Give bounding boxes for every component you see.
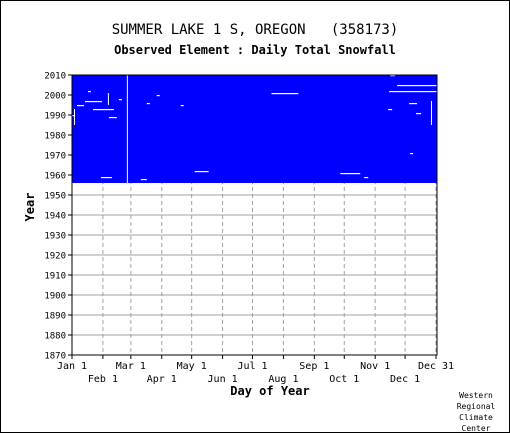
missing-data-segment [194, 171, 209, 173]
x-tick-label: Jan 1 [57, 361, 87, 372]
y-tick-label: 1960 [44, 172, 66, 182]
missing-data-segment [364, 177, 369, 179]
y-axis-label: Year [23, 193, 37, 222]
missing-data-segment [76, 105, 84, 107]
y-tick-label: 1930 [44, 232, 66, 242]
x-tick-label: Jul 1 [237, 361, 267, 372]
missing-data-column [107, 93, 109, 105]
x-axis-ticks: Jan 1 Mar 1 May 1 Jul 1 Sep 1 Nov 1 Dec 31 Feb … [57, 355, 454, 385]
y-tick-label: 1910 [44, 272, 66, 282]
missing-data-column [126, 75, 128, 183]
missing-data-segment [146, 103, 150, 105]
missing-data-segment [389, 91, 437, 93]
x-axis-label: Day of Year [230, 384, 309, 398]
y-tick-label: 1950 [44, 192, 66, 202]
x-tick-label: Mar 1 [116, 361, 146, 372]
missing-data-column [73, 109, 75, 125]
y-tick-label: 1940 [44, 212, 66, 222]
missing-data-segment [410, 153, 414, 155]
y-tick-label: 1990 [44, 112, 66, 122]
x-tick-label: Oct 1 [329, 374, 359, 385]
credit-line: Climate [459, 413, 493, 422]
missing-data-segment [72, 115, 75, 117]
y-axis-ticks: 1870 1880 1890 1900 1910 1920 1930 1940 1950 1960… [44, 72, 72, 362]
x-tick-label: May 1 [177, 361, 207, 372]
missing-data-segment [92, 109, 114, 111]
missing-data-segment [340, 173, 361, 175]
y-tick-label: 2000 [44, 92, 66, 102]
credit-line: Western [459, 391, 493, 400]
missing-data-segment [271, 93, 299, 95]
x-tick-label: Apr 1 [147, 374, 177, 385]
credit-block: Western Regional Climate Center [448, 390, 504, 434]
x-tick-label: Feb 1 [88, 374, 118, 385]
missing-data-segment [388, 109, 393, 111]
y-tick-label: 1980 [44, 132, 66, 142]
missing-data-segment [108, 117, 117, 119]
x-tick-label: Dec 1 [390, 374, 420, 385]
missing-data-column [431, 101, 433, 125]
credit-line: Regional [456, 402, 496, 411]
x-tick-label: Dec 31 [418, 361, 454, 372]
y-tick-label: 1880 [44, 332, 66, 342]
x-tick-label: Nov 1 [360, 361, 390, 372]
missing-data-segment [397, 85, 437, 87]
chart-subtitle: Observed Element : Daily Total Snowfall [114, 43, 396, 57]
missing-data-segment [390, 75, 396, 77]
x-tick-label: Sep 1 [299, 361, 329, 372]
y-tick-label: 2010 [44, 72, 66, 82]
chart-title: SUMMER LAKE 1 S, OREGON (358173) [111, 22, 399, 38]
missing-data-segment [118, 99, 122, 101]
y-tick-label: 1890 [44, 312, 66, 322]
y-tick-label: 1920 [44, 252, 66, 262]
x-tick-label: Jun 1 [208, 374, 238, 385]
observed-data-block [72, 75, 437, 183]
y-tick-label: 1900 [44, 292, 66, 302]
missing-data-segment [180, 105, 184, 107]
y-tick-label: 1870 [44, 352, 66, 362]
missing-data-segment [409, 103, 418, 105]
missing-data-segment [140, 179, 147, 181]
missing-data-segment [416, 113, 422, 115]
missing-data-segment [84, 101, 102, 103]
missing-data-segment [156, 95, 160, 97]
y-tick-label: 1970 [44, 152, 66, 162]
observed-data-layer [72, 75, 437, 183]
missing-data-segment [87, 91, 91, 93]
missing-data-segment [100, 177, 112, 179]
x-tick-label: Aug 1 [268, 374, 298, 385]
credit-line: Center [461, 424, 491, 433]
missing-data-layer [72, 75, 437, 183]
